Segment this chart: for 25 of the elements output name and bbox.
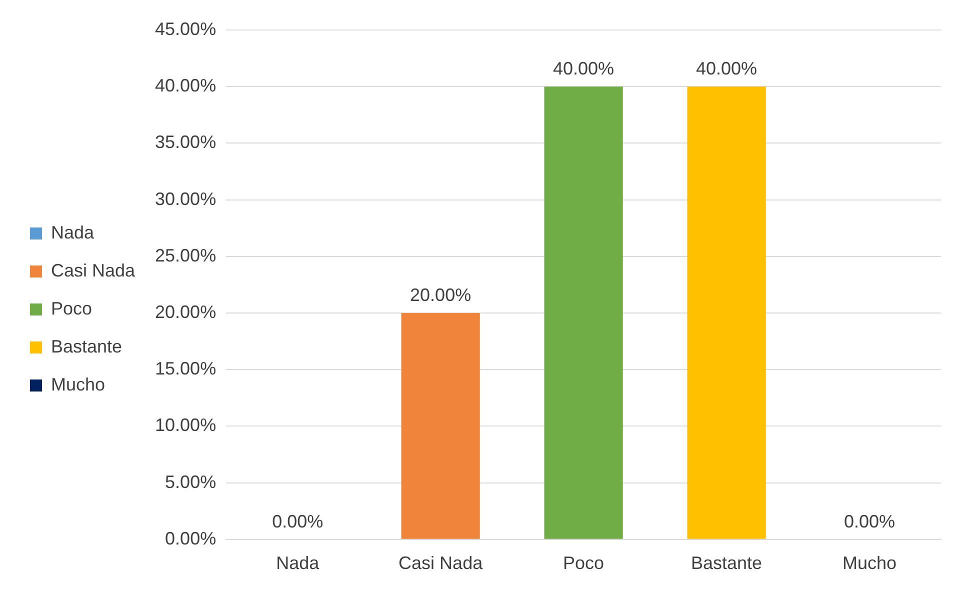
y-tick-label: 25.00% — [155, 245, 216, 266]
legend-label: Mucho — [51, 374, 106, 394]
legend-label: Casi Nada — [51, 260, 136, 280]
y-tick-label: 5.00% — [165, 472, 216, 492]
data-label: 40.00% — [553, 58, 614, 79]
data-label: 0.00% — [272, 511, 324, 532]
y-tick-label: 30.00% — [155, 188, 216, 209]
data-label: 20.00% — [410, 284, 472, 305]
legend-label: Nada — [51, 222, 96, 242]
y-tick-label: 10.00% — [155, 415, 216, 436]
x-tick-label: Mucho — [842, 553, 897, 574]
y-tick-label: 45.00% — [155, 18, 216, 39]
legend-label: Bastante — [51, 336, 122, 356]
y-tick-label: 35.00% — [155, 132, 216, 152]
x-tick-label: Nada — [276, 553, 320, 574]
legend-label: Poco — [51, 298, 92, 318]
data-label: 0.00% — [844, 511, 896, 532]
x-tick-label: Casi Nada — [398, 553, 484, 574]
x-tick-label: Bastante — [690, 553, 762, 574]
x-tick-label: Poco — [563, 553, 604, 574]
y-tick-label: 15.00% — [155, 358, 216, 379]
y-tick-label: 40.00% — [155, 76, 216, 96]
y-tick-label: 0.00% — [165, 528, 216, 548]
y-tick-label: 20.00% — [155, 302, 216, 322]
data-label: 40.00% — [696, 58, 758, 79]
